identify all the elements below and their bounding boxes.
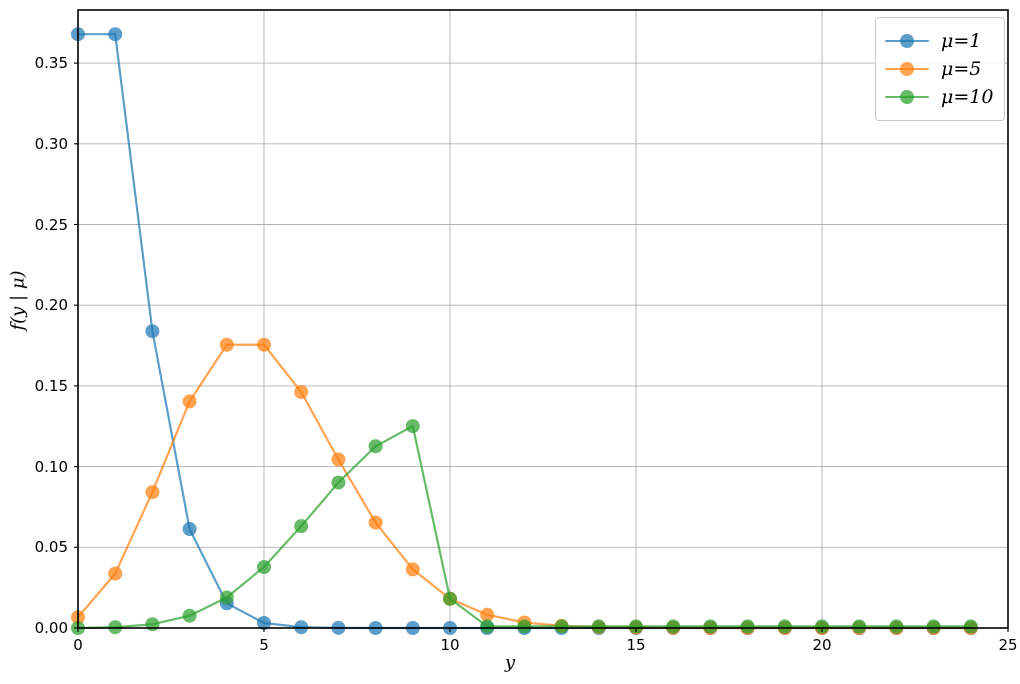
legend-marker-mu-1 <box>900 34 914 48</box>
legend-marker-mu-5 <box>900 62 914 76</box>
legend-label-mu-1: μ=1 <box>941 30 982 52</box>
y-tick-label: 0.25 <box>34 215 68 234</box>
x-tick-label: 0 <box>73 636 83 654</box>
y-tick-label: 0.20 <box>34 296 68 315</box>
series-5 <box>71 337 978 635</box>
legend-label-mu-5: μ=5 <box>941 58 982 80</box>
x-tick-label: 10 <box>440 636 460 654</box>
tick-marks <box>74 62 1009 632</box>
series-1 <box>71 27 978 635</box>
chart-legend: μ=1 μ=5 μ=10 <box>875 17 1006 121</box>
y-tick-label: 0.10 <box>34 457 68 476</box>
grid-lines <box>78 10 1008 628</box>
y-tick-label: 0.35 <box>34 54 68 73</box>
legend-item-mu-5[interactable]: μ=5 <box>885 55 993 83</box>
legend-label-mu-10: μ=10 <box>941 86 994 108</box>
y-tick-label: 0.00 <box>34 619 68 637</box>
x-tick-label: 20 <box>812 636 832 654</box>
x-axis-label: y <box>504 652 516 673</box>
legend-marker-mu-10 <box>900 90 914 104</box>
y-tick-label: 0.15 <box>34 376 68 395</box>
y-tick-label: 0.30 <box>34 134 68 153</box>
x-tick-label: 25 <box>998 636 1018 654</box>
x-tick-label: 15 <box>626 636 646 654</box>
x-tick-label: 5 <box>259 636 269 654</box>
legend-swatch-mu-10 <box>885 88 929 106</box>
series-10 <box>71 419 978 635</box>
y-tick-label: 0.05 <box>34 538 68 557</box>
legend-item-mu-10[interactable]: μ=10 <box>885 83 993 111</box>
legend-swatch-mu-5 <box>885 60 929 78</box>
legend-item-mu-1[interactable]: μ=1 <box>885 27 993 55</box>
legend-swatch-mu-1 <box>885 32 929 50</box>
